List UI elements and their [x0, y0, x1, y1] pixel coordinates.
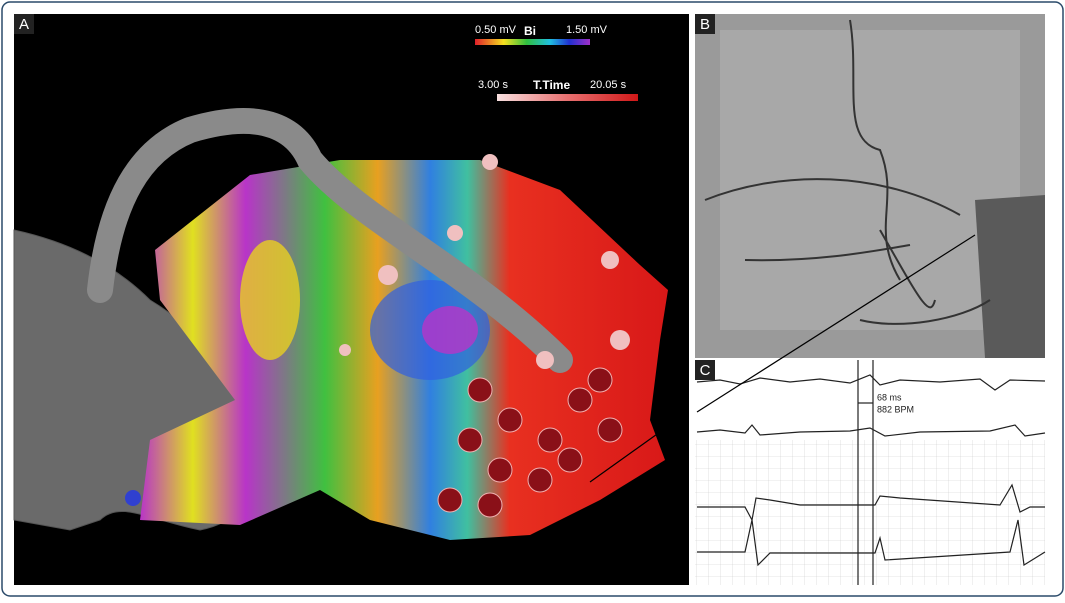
- label-box: [695, 360, 715, 380]
- scale-min: 0.50 mV: [475, 24, 517, 36]
- panel-label: A: [19, 16, 29, 33]
- arrow: [589, 431, 661, 483]
- catheter-tube: [87, 108, 573, 373]
- ecg-traces: [696, 360, 1046, 585]
- voltage-colorbar: [475, 39, 590, 45]
- map-region: [240, 240, 300, 360]
- marker: [125, 490, 141, 506]
- label-box: [14, 14, 34, 34]
- catheters: [704, 19, 991, 325]
- label-box: [695, 14, 715, 34]
- scale-name: Bi: [524, 24, 536, 38]
- time-colorbar: [497, 94, 638, 101]
- scale-max: 20.05 s: [590, 79, 627, 91]
- ablation-points: [437, 367, 623, 518]
- scale-max: 1.50 mV: [566, 24, 608, 36]
- scale-name: T.Time: [533, 78, 570, 92]
- arrow: [696, 234, 976, 413]
- fluoro-field: [720, 30, 1020, 330]
- map-region: [422, 306, 478, 354]
- scale-min: 3.00 s: [478, 79, 508, 91]
- fluoro-shadow: [975, 195, 1045, 358]
- panel-label: C: [700, 362, 711, 379]
- ablation-points-light: [339, 154, 630, 369]
- rate-label: 882 BPM: [877, 404, 914, 414]
- panel-label: B: [700, 16, 710, 33]
- interval-label: 68 ms: [877, 392, 902, 402]
